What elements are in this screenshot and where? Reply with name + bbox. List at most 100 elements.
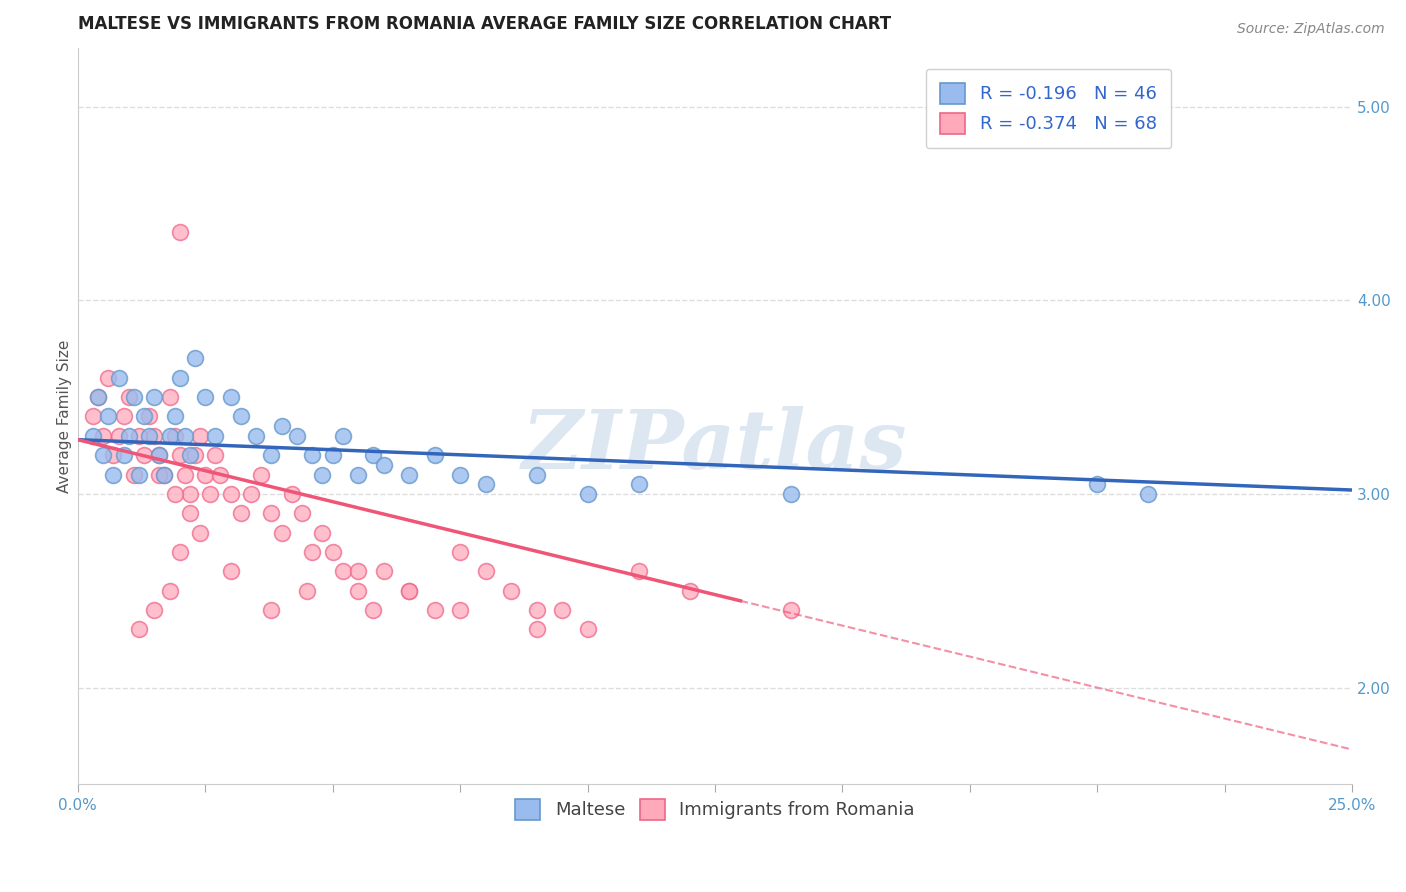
Point xyxy=(169,545,191,559)
Point xyxy=(245,429,267,443)
Point xyxy=(260,448,283,462)
Point xyxy=(82,409,104,424)
Point xyxy=(143,603,166,617)
Point xyxy=(499,583,522,598)
Point xyxy=(291,506,314,520)
Point xyxy=(270,419,292,434)
Point xyxy=(148,467,170,482)
Point xyxy=(128,623,150,637)
Point xyxy=(780,487,803,501)
Point xyxy=(163,429,186,443)
Point xyxy=(194,467,217,482)
Point xyxy=(219,390,242,404)
Point xyxy=(194,390,217,404)
Point xyxy=(87,390,110,404)
Point xyxy=(107,370,129,384)
Point xyxy=(204,429,226,443)
Point xyxy=(112,409,135,424)
Point xyxy=(332,429,354,443)
Point xyxy=(301,545,323,559)
Legend: Maltese, Immigrants from Romania: Maltese, Immigrants from Romania xyxy=(508,791,922,827)
Point xyxy=(240,487,263,501)
Point xyxy=(138,409,160,424)
Point xyxy=(184,448,207,462)
Point xyxy=(627,565,650,579)
Point xyxy=(148,448,170,462)
Point xyxy=(398,467,420,482)
Point xyxy=(188,525,211,540)
Point xyxy=(91,429,114,443)
Point xyxy=(87,390,110,404)
Point xyxy=(285,429,308,443)
Text: MALTESE VS IMMIGRANTS FROM ROMANIA AVERAGE FAMILY SIZE CORRELATION CHART: MALTESE VS IMMIGRANTS FROM ROMANIA AVERA… xyxy=(77,15,891,33)
Point xyxy=(423,603,446,617)
Point xyxy=(363,448,385,462)
Point xyxy=(301,448,323,462)
Point xyxy=(128,467,150,482)
Point xyxy=(179,448,201,462)
Point xyxy=(229,506,252,520)
Point xyxy=(148,448,170,462)
Point xyxy=(200,487,222,501)
Point xyxy=(91,448,114,462)
Point xyxy=(118,429,141,443)
Point xyxy=(229,409,252,424)
Point xyxy=(122,390,145,404)
Y-axis label: Average Family Size: Average Family Size xyxy=(58,340,72,493)
Point xyxy=(169,226,191,240)
Point xyxy=(138,429,160,443)
Point xyxy=(169,448,191,462)
Point xyxy=(153,467,176,482)
Point xyxy=(627,477,650,491)
Point xyxy=(159,583,181,598)
Point xyxy=(173,429,195,443)
Point xyxy=(143,390,166,404)
Point xyxy=(163,487,186,501)
Point xyxy=(128,429,150,443)
Point xyxy=(188,429,211,443)
Point xyxy=(449,603,471,617)
Point xyxy=(322,545,344,559)
Point xyxy=(122,467,145,482)
Point xyxy=(270,525,292,540)
Point xyxy=(474,565,496,579)
Point xyxy=(1137,487,1160,501)
Point xyxy=(311,467,333,482)
Point xyxy=(143,429,166,443)
Point xyxy=(449,467,471,482)
Point xyxy=(250,467,273,482)
Point xyxy=(97,370,120,384)
Point xyxy=(204,448,226,462)
Point xyxy=(1085,477,1108,491)
Point xyxy=(163,409,186,424)
Point xyxy=(179,487,201,501)
Point xyxy=(281,487,304,501)
Point xyxy=(551,603,574,617)
Point xyxy=(398,583,420,598)
Point xyxy=(526,623,548,637)
Point xyxy=(363,603,385,617)
Point xyxy=(373,565,395,579)
Point xyxy=(82,429,104,443)
Text: Source: ZipAtlas.com: Source: ZipAtlas.com xyxy=(1237,22,1385,37)
Point xyxy=(103,448,125,462)
Point xyxy=(576,487,599,501)
Point xyxy=(295,583,318,598)
Point xyxy=(103,467,125,482)
Text: ZIPatlas: ZIPatlas xyxy=(522,406,908,486)
Point xyxy=(132,409,155,424)
Point xyxy=(332,565,354,579)
Point xyxy=(373,458,395,472)
Point xyxy=(118,390,141,404)
Point xyxy=(780,603,803,617)
Point xyxy=(347,467,370,482)
Point xyxy=(526,467,548,482)
Point xyxy=(576,623,599,637)
Point xyxy=(153,467,176,482)
Point xyxy=(107,429,129,443)
Point xyxy=(159,429,181,443)
Point xyxy=(219,487,242,501)
Point xyxy=(423,448,446,462)
Point xyxy=(449,545,471,559)
Point xyxy=(97,409,120,424)
